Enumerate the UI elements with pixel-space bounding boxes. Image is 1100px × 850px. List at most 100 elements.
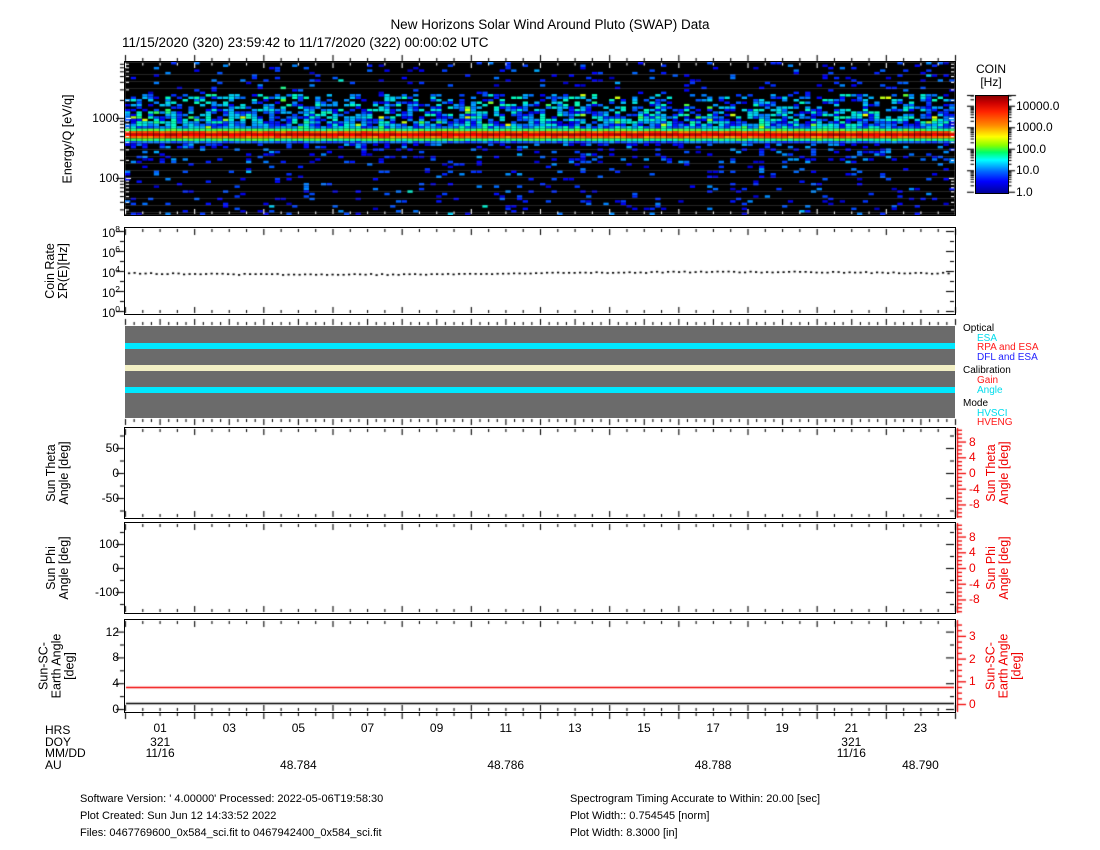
hour-label-13: 13 [568, 721, 582, 735]
sce-right-ytick-3: 0 [969, 697, 976, 711]
coinrate-tick-exp: 0 [115, 304, 120, 314]
sun-sc-earth-ylabel-right: Sun-SC- Earth Angle [deg] [983, 633, 1024, 699]
colorbar-tick-1: 1000.0 [1016, 120, 1053, 135]
spectrogram-ytick-1000: 1000 [92, 111, 119, 125]
colorbar-tick-3: 10.0 [1016, 163, 1040, 178]
coinrate-tick-base: 10 [101, 266, 116, 280]
hour-label-07: 07 [360, 721, 375, 735]
sun-phi-ylabel-right: Sun Phi Angle [deg] [984, 536, 1011, 600]
hour-label-01: 01 [153, 721, 167, 735]
phi-right-ytick-1: 4 [969, 545, 976, 560]
au-value-1: 48.786 [487, 758, 525, 772]
footer-timing-accuracy: Spectrogram Timing Accurate to Within: 2… [570, 793, 821, 805]
coinrate-ytick-3: 102 [102, 283, 120, 299]
colorbar-tick-4: 1.0 [1016, 184, 1033, 199]
coinrate-ylabel: Coin Rate ΣR(E)[Hz] [43, 243, 70, 299]
colorbar-units: [Hz] [980, 75, 1002, 89]
theta-ytick-1: 0 [112, 466, 119, 480]
mmdd-value-0: 11/16 [145, 746, 175, 760]
colorbar-title: COIN [976, 62, 1006, 76]
hour-label-11: 11 [499, 721, 512, 735]
coinrate-ytick-1: 106 [102, 243, 120, 259]
legend-item-rpa-and-esa: RPA and ESA [977, 342, 1039, 354]
legend-group-mode: Mode HVSCI HVENG [963, 399, 1098, 428]
au-value-2: 48.788 [694, 758, 732, 772]
theta-right-ytick-1: 4 [969, 450, 976, 465]
phi-right-ytick-4: -8 [969, 592, 980, 607]
coinrate-tick-base: 10 [101, 226, 116, 240]
colorbar-tick-2: 100.0 [1016, 141, 1047, 156]
legend-item-hvsci: HVSCI [977, 407, 1008, 419]
hour-label-23: 23 [913, 721, 928, 735]
coinrate-tick-base: 10 [101, 286, 116, 300]
phi-right-ytick-2: 0 [969, 561, 976, 575]
legend-group-header: Mode [963, 398, 989, 410]
sce-ytick-1: 8 [112, 650, 119, 665]
coinrate-tick-base: 10 [101, 306, 116, 320]
legend-item-hveng: HVENG [977, 417, 1013, 429]
hour-label-03: 03 [222, 721, 236, 735]
theta-right-ytick-4: -8 [969, 497, 980, 512]
doy-value-1: 321 [841, 735, 862, 749]
sce-right-ytick-1: 2 [969, 651, 976, 666]
coinrate-tick-exp: 8 [115, 224, 120, 234]
au-value-3: 48.790 [902, 758, 939, 772]
coinrate-tick-base: 10 [101, 246, 116, 260]
status-legend: Optical ESA RPA and ESA DFL and ESA Calibrat… [963, 320, 1098, 428]
footer-plot-created: Plot Created: Sun Jun 12 14:33:52 2022 [80, 810, 277, 822]
legend-group-calibration: Calibration Gain Angle [963, 366, 1098, 395]
phi-right-ytick-3: -4 [969, 576, 980, 591]
row-header-doy: DOY [45, 735, 72, 749]
theta-right-ytick-2: 0 [969, 466, 976, 480]
row-header-au: AU [45, 758, 62, 772]
sce-ytick-3: 0 [112, 702, 119, 716]
sun-phi-ylabel: Sun Phi Angle [deg] [44, 536, 71, 600]
plot-subtitle: 11/15/2020 (320) 23:59:42 to 11/17/2020 … [122, 35, 489, 50]
legend-group-optical: Optical ESA RPA and ESA DFL and ESA [963, 324, 1098, 362]
footer-plot-width-norm: Plot Width:: 0.754545 [norm] [570, 810, 710, 822]
sun-theta-ylabel: Sun Theta Angle [deg] [44, 441, 71, 505]
footer-software-version: Software Version: ' 4.00000' Processed: … [80, 793, 384, 805]
theta-right-ytick-3: -4 [969, 481, 980, 496]
legend-item-esa: ESA [977, 332, 998, 344]
footer-files: Files: 0467769600_0x584_sci.fit to 04679… [80, 827, 382, 839]
hour-label-15: 15 [637, 721, 651, 735]
colorbar-tick-0: 10000.0 [1016, 98, 1060, 113]
hour-label-05: 05 [291, 721, 306, 735]
legend-item-gain: Gain [977, 374, 999, 386]
colorbar [975, 95, 1009, 194]
hour-label-09: 09 [429, 721, 444, 735]
spectrogram-ylabel: Energy/Q [eV/q] [60, 94, 75, 184]
plot-title: New Horizons Solar Wind Around Pluto (SW… [390, 17, 710, 32]
sce-right-ytick-0: 3 [969, 628, 976, 643]
legend-item-angle: Angle [977, 384, 1003, 396]
sun-sc-earth-ylabel: Sun-SC- Earth Angle [deg] [36, 633, 77, 699]
coinrate-ytick-0: 108 [102, 223, 120, 239]
doy-value-0: 321 [150, 735, 171, 749]
theta-ytick-0: 50 [105, 441, 119, 455]
coinrate-ytick-4: 100 [102, 303, 120, 319]
phi-ytick-2: -100 [94, 585, 119, 599]
hour-label-21: 21 [844, 721, 858, 735]
hour-label-17: 17 [706, 721, 720, 735]
coinrate-tick-exp: 4 [115, 264, 120, 274]
legend-group-header: Optical [963, 323, 995, 334]
sun-theta-ylabel-right: Sun Theta Angle [deg] [984, 441, 1011, 505]
sce-ytick-0: 12 [105, 624, 119, 639]
footer-plot-width-in: Plot Width: 8.3000 [in] [570, 827, 678, 839]
phi-ytick-0: 100 [98, 537, 119, 551]
coinrate-ytick-2: 104 [102, 263, 120, 279]
coinrate-tick-exp: 6 [115, 244, 120, 254]
coinrate-tick-exp: 2 [115, 284, 120, 294]
sce-ytick-2: 4 [112, 676, 119, 691]
theta-right-ytick-0: 8 [969, 434, 976, 449]
mmdd-value-1: 11/16 [836, 746, 866, 760]
row-header-mmdd: MM/DD [45, 746, 86, 760]
phi-right-ytick-0: 8 [969, 529, 976, 544]
spectrogram-ytick-100: 100 [98, 171, 119, 185]
hour-label-19: 19 [775, 721, 789, 735]
phi-ytick-1: 0 [112, 561, 119, 575]
au-value-0: 48.784 [280, 758, 317, 772]
